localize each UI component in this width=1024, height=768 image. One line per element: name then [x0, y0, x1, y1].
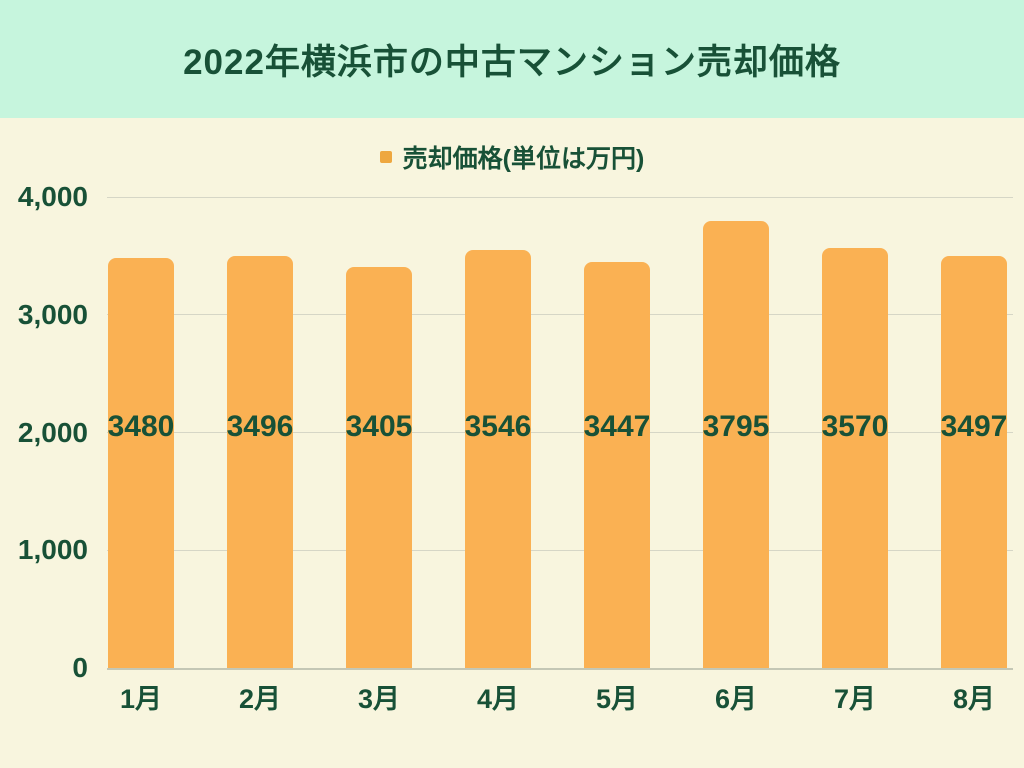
x-axis-label: 4月: [476, 684, 520, 714]
legend-marker-icon: [379, 151, 392, 163]
x-axis-label: 6月: [714, 684, 758, 714]
legend-label: 売却価格(単位は万円): [402, 145, 645, 173]
chart-title: 2022年横浜市の中古マンション売却価格: [183, 42, 841, 82]
bar-month-6: [703, 221, 769, 668]
gridline: [107, 432, 1013, 433]
gridline: [107, 196, 1013, 198]
y-axis-tick: 2,000: [17, 416, 88, 448]
gridline: [107, 549, 1013, 551]
bar-value-label: 3570: [821, 410, 889, 443]
x-axis-label: 1月: [119, 684, 163, 714]
bar-value-label: 3546: [464, 410, 532, 443]
gridline: [107, 314, 1013, 316]
bar-month-7: [822, 247, 888, 668]
bar-month-4: [465, 250, 531, 668]
bar-value-label: 3405: [345, 410, 413, 443]
bar-month-5: [584, 262, 650, 668]
legend: 売却価格(単位は万円): [0, 140, 1024, 174]
bar-month-3: [346, 267, 412, 668]
y-axis: 0 1,000 2,000 3,000 4,000: [0, 181, 88, 683]
y-axis-tick: 1,000: [17, 534, 88, 566]
x-axis-label: 8月: [952, 684, 996, 714]
header-band: 2022年横浜市の中古マンション売却価格: [0, 0, 1024, 118]
y-axis-tick: 3,000: [17, 298, 88, 330]
x-axis-label: 2月: [238, 684, 282, 714]
x-axis-label: 3月: [357, 684, 401, 714]
bar-value-label: 3480: [107, 410, 175, 443]
y-axis-tick: 4,000: [17, 181, 88, 212]
bar-month-8: [941, 256, 1007, 668]
y-axis-tick: 0: [72, 652, 88, 683]
bar-value-label: 3497: [940, 410, 1008, 443]
bar-value-label: 3496: [226, 410, 294, 443]
bar-value-label: 3795: [702, 410, 770, 443]
x-axis-label: 7月: [833, 684, 877, 714]
x-axis-label: 5月: [595, 684, 639, 714]
bar-month-2: [227, 256, 293, 668]
plot-area: 3480 1月 3496 2月 3405 3月 3546 4月 3447 5月 3795 6月 3570…: [107, 196, 1013, 714]
bar-month-1: [108, 258, 174, 668]
bar-value-label: 3447: [583, 410, 651, 443]
